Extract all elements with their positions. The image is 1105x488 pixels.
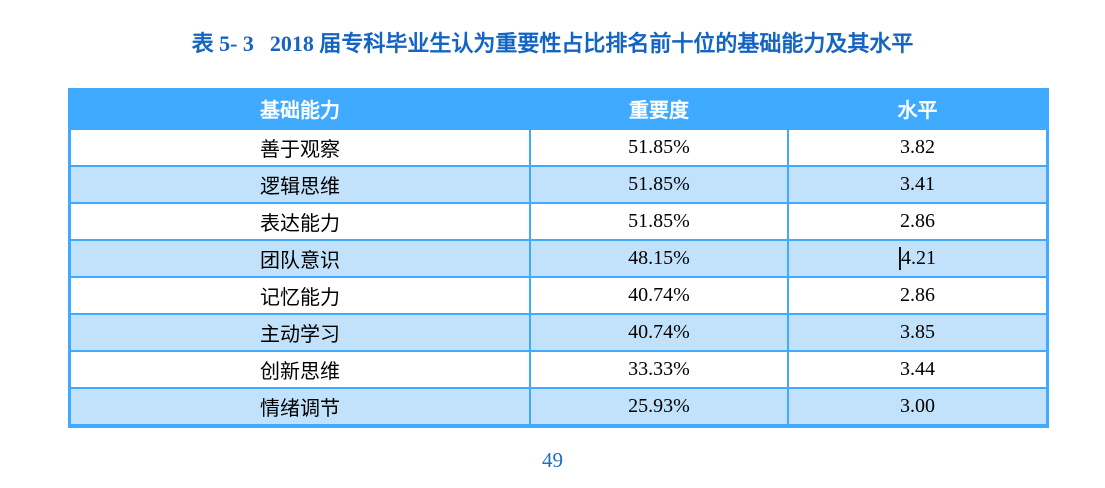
importance-cell: 25.93%: [531, 389, 789, 424]
header-ability: 基础能力: [71, 88, 531, 128]
importance-cell: 51.85%: [531, 204, 789, 239]
level-cell: 3.41: [900, 173, 935, 195]
table-caption-text: 2018 届专科毕业生认为重要性占比排名前十位的基础能力及其水平: [269, 31, 914, 56]
table-row[interactable]: 表达能力 51.85% 2.86: [71, 202, 1046, 239]
table-row[interactable]: 主动学习 40.74% 3.85: [71, 313, 1046, 350]
table-row[interactable]: 创新思维 33.33% 3.44: [71, 350, 1046, 387]
level-cell: 3.85: [900, 321, 935, 343]
level-cell: 3.82: [900, 136, 935, 158]
table-row[interactable]: 善于观察 51.85% 3.82: [71, 128, 1046, 165]
table-row[interactable]: 团队意识 48.15% 4.21: [71, 239, 1046, 276]
level-value: 4.21: [901, 247, 936, 269]
header-importance: 重要度: [531, 88, 789, 128]
table-row[interactable]: 逻辑思维 51.85% 3.41: [71, 165, 1046, 202]
ability-cell: 记忆能力: [71, 278, 531, 313]
importance-cell: 51.85%: [531, 167, 789, 202]
ability-cell: 情绪调节: [71, 389, 531, 424]
importance-cell: 33.33%: [531, 352, 789, 387]
abilities-table: 基础能力 重要度 水平 善于观察 51.85% 3.82 逻辑思维 51.85%…: [68, 88, 1049, 428]
text-cursor-caret: [899, 247, 901, 270]
page-number: 49: [542, 448, 563, 472]
ability-cell: 表达能力: [71, 204, 531, 239]
header-level: 水平: [897, 99, 938, 122]
ability-cell: 主动学习: [71, 315, 531, 350]
level-cell: 4.21: [789, 241, 1046, 276]
level-cell: 2.86: [900, 210, 935, 232]
ability-cell: 创新思维: [71, 352, 531, 387]
importance-cell: 40.74%: [531, 315, 789, 350]
level-cell: 3.00: [900, 395, 935, 417]
level-cell: 2.86: [900, 284, 935, 306]
table-caption: 表 5- 3 2018 届专科毕业生认为重要性占比排名前十位的基础能力及其水平: [0, 26, 1105, 58]
level-cell: 3.44: [900, 358, 935, 380]
ability-cell: 善于观察: [71, 130, 531, 165]
ability-cell: 逻辑思维: [71, 167, 531, 202]
table-caption-label: 表 5- 3: [191, 31, 254, 56]
importance-cell: 51.85%: [531, 130, 789, 165]
importance-cell: 48.15%: [531, 241, 789, 276]
importance-cell: 40.74%: [531, 278, 789, 313]
table-row[interactable]: 情绪调节 25.93% 3.00: [71, 387, 1046, 424]
table-header-row: 基础能力 重要度 水平: [71, 88, 1046, 128]
ability-cell: 团队意识: [71, 241, 531, 276]
table-row[interactable]: 记忆能力 40.74% 2.86: [71, 276, 1046, 313]
